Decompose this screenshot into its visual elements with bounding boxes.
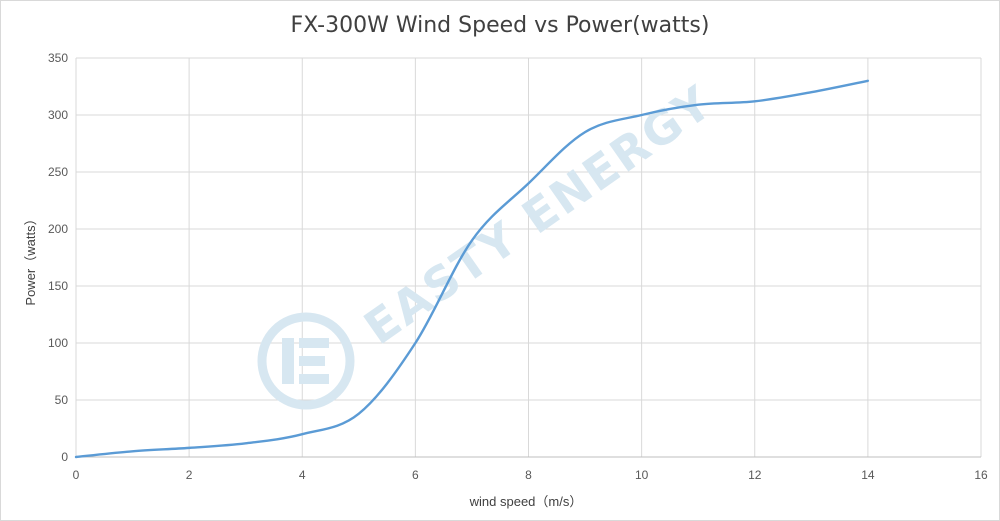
watermark-text: EASTY ENERGY [354, 75, 722, 355]
x-tick-label: 12 [748, 468, 762, 482]
series-line [74, 79, 870, 459]
x-tick-label: 6 [412, 468, 419, 482]
y-tick-label: 300 [48, 108, 68, 122]
x-axis-title: wind speed（m/s） [469, 494, 583, 509]
y-axis-title: Power（watts） [23, 212, 38, 305]
y-tick-label: 50 [55, 393, 69, 407]
x-tick-label: 10 [635, 468, 649, 482]
x-tick-labels: 0 2 4 6 8 10 12 14 16 [73, 468, 988, 482]
x-tick-label: 14 [861, 468, 875, 482]
x-tick-label: 0 [73, 468, 80, 482]
x-tick-label: 2 [186, 468, 193, 482]
y-tick-label: 250 [48, 165, 68, 179]
x-tick-label: 4 [299, 468, 306, 482]
watermark-logo-icon [257, 312, 355, 410]
y-tick-label: 350 [48, 51, 68, 65]
chart-title: FX-300W Wind Speed vs Power(watts) [290, 13, 710, 38]
gridlines [75, 57, 982, 457]
y-tick-labels: 0 50 100 150 200 250 300 350 [48, 51, 68, 464]
y-tick-label: 150 [48, 279, 68, 293]
y-tick-label: 0 [61, 450, 68, 464]
y-tick-label: 200 [48, 222, 68, 236]
x-tick-label: 8 [525, 468, 532, 482]
x-tick-label: 16 [974, 468, 988, 482]
y-tick-label: 100 [48, 336, 68, 350]
watermark: EASTY ENERGY [257, 75, 723, 410]
